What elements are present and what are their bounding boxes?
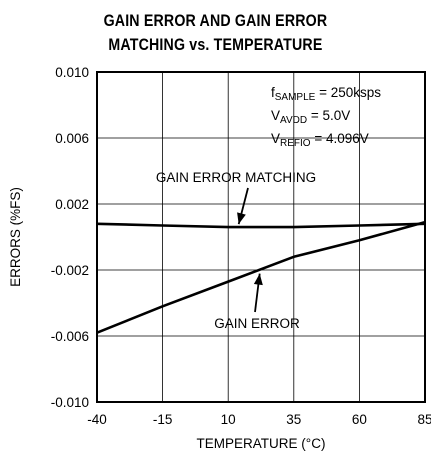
x-tick-label: 35 [286, 412, 301, 427]
series-line-0 [96, 222, 426, 229]
x-tick-label: 10 [221, 412, 236, 427]
y-tick-label: 0.006 [55, 131, 89, 146]
y-tick-label: -0.010 [51, 395, 89, 410]
annotation-gain-error-matching: GAIN ERROR MATCHING [156, 170, 316, 185]
plot-frame [96, 71, 426, 403]
chart-title-line-1: GAIN ERROR AND GAIN ERROR [103, 12, 328, 30]
chart-title-line-2: MATCHING vs. TEMPERATURE [108, 36, 323, 54]
x-tick-label: 85 [417, 412, 431, 427]
series-line-1 [96, 220, 426, 334]
conditions-box: fSAMPLE = 250ksps VAVDD = 5.0V VREFIO = 4.… [271, 85, 381, 149]
condition-text: VREFIO = 4.096V [271, 131, 369, 149]
annotations: GAIN ERROR MATCHING GAIN ERROR [156, 170, 316, 331]
annotation-gain-error: GAIN ERROR [214, 316, 300, 331]
x-axis-label: TEMPERATURE (°C) [197, 436, 326, 451]
arrow-head [253, 273, 263, 286]
x-tick-label: 60 [352, 412, 367, 427]
series-group [96, 220, 426, 334]
grid [97, 72, 425, 402]
condition-text: VAVDD = 5.0V [271, 108, 350, 126]
y-tick-label: -0.006 [51, 329, 89, 344]
arrow-head [237, 212, 246, 225]
condition-text: fSAMPLE = 250ksps [271, 85, 381, 103]
y-tick-label: 0.002 [55, 197, 89, 212]
x-tick-label: -40 [87, 412, 107, 427]
tick-labels: -40 -15 10 35 60 85 -0.010 -0.006 -0.002 0.002 0.0… [51, 65, 431, 427]
y-axis-label: ERRORS (%FS) [8, 187, 23, 287]
y-tick-label: 0.010 [55, 65, 89, 80]
y-tick-label: -0.002 [51, 263, 89, 278]
x-tick-label: -15 [153, 412, 173, 427]
